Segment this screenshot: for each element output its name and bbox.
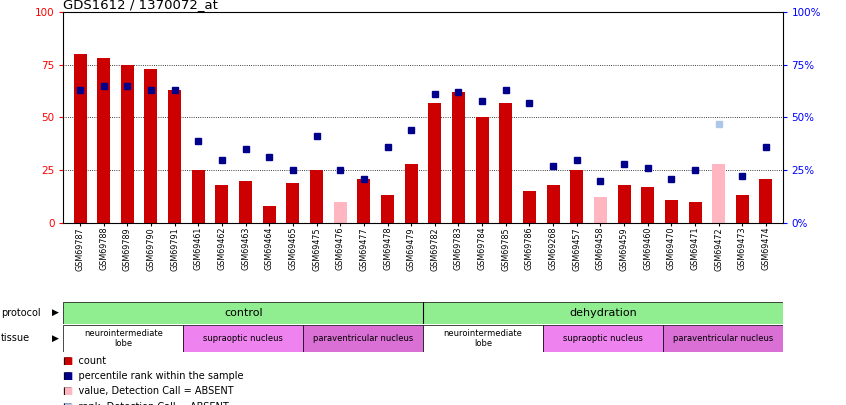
Bar [357,179,371,223]
Bar [263,206,276,223]
Text: ▶: ▶ [52,334,59,343]
Bar [184,325,303,352]
Text: ■  rank, Detection Call = ABSENT: ■ rank, Detection Call = ABSENT [63,402,229,405]
Bar [543,325,662,352]
Bar [404,164,418,223]
Bar [239,181,252,223]
Bar [63,325,184,352]
Text: ■: ■ [63,386,73,396]
Text: tissue: tissue [1,333,30,343]
Text: neurointermediate
lobe: neurointermediate lobe [84,329,162,348]
Bar [423,302,783,324]
Bar [333,202,347,223]
Bar [97,58,110,223]
Text: ■  value, Detection Call = ABSENT: ■ value, Detection Call = ABSENT [63,386,234,396]
Bar [523,191,536,223]
Text: ■  count: ■ count [63,356,107,366]
Bar [712,164,725,223]
Text: control: control [224,308,262,318]
Text: ▶: ▶ [52,308,59,318]
Bar [63,302,423,324]
Bar [570,170,583,223]
Bar [665,200,678,223]
Text: neurointermediate
lobe: neurointermediate lobe [443,329,522,348]
Bar [287,183,299,223]
Text: supraoptic nucleus: supraoptic nucleus [563,334,643,343]
Bar [760,179,772,223]
Text: protocol: protocol [1,308,41,318]
Bar [689,202,701,223]
Bar [499,103,513,223]
Text: ■  percentile rank within the sample: ■ percentile rank within the sample [63,371,244,381]
Bar [452,92,465,223]
Bar [423,325,543,352]
Bar [216,185,228,223]
Text: ■: ■ [63,356,73,366]
Text: ■: ■ [63,371,73,381]
Bar [168,90,181,223]
Text: dehydration: dehydration [569,308,637,318]
Text: GDS1612 / 1370072_at: GDS1612 / 1370072_at [63,0,218,11]
Bar [641,187,654,223]
Bar [662,325,783,352]
Bar [145,69,157,223]
Bar [192,170,205,223]
Text: paraventricular nucleus: paraventricular nucleus [673,334,772,343]
Text: ■: ■ [63,402,73,405]
Bar [121,65,134,223]
Bar [475,117,489,223]
Bar [381,195,394,223]
Bar [303,325,423,352]
Bar [547,185,559,223]
Bar [618,185,630,223]
Bar [74,54,86,223]
Text: supraoptic nucleus: supraoptic nucleus [203,334,283,343]
Text: paraventricular nucleus: paraventricular nucleus [313,334,413,343]
Bar [594,198,607,223]
Bar [310,170,323,223]
Bar [428,103,442,223]
Bar [736,195,749,223]
